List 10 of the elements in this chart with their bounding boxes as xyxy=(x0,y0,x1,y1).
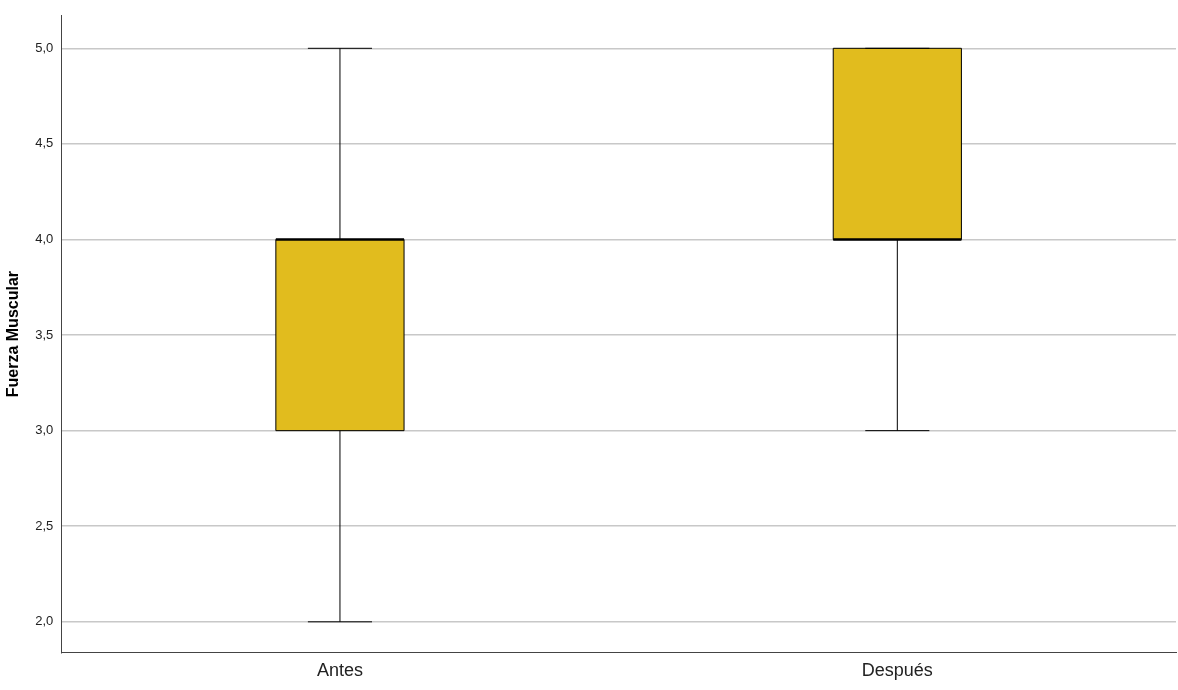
y-tick-label: 2,0 xyxy=(35,613,54,629)
y-tick-label: 4,5 xyxy=(35,135,54,151)
x-tick-label: Antes xyxy=(316,660,363,681)
y-tick-label: 3,0 xyxy=(35,422,54,438)
y-axis-title: Fuerza Muscular xyxy=(4,270,22,398)
y-tick-label: 2,5 xyxy=(35,517,54,533)
x-tick-label: Después xyxy=(861,660,933,681)
y-tick-label: 5,0 xyxy=(35,39,54,55)
y-tick-label: 3,5 xyxy=(35,326,54,342)
y-tick-label: 4,0 xyxy=(35,231,54,247)
